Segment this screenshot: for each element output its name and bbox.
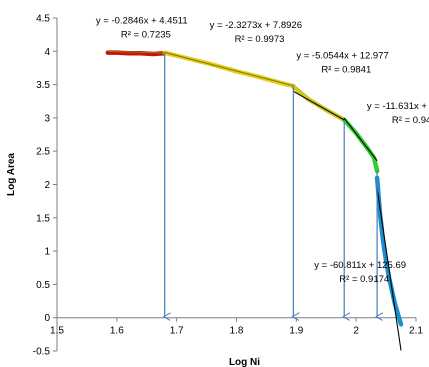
r-squared-label: R² = 0.9428	[392, 115, 429, 126]
x-tick-label: 1.9	[289, 326, 303, 337]
x-tick-label: 1.6	[110, 326, 124, 337]
label-layer: y = -0.2846x + 4.4511 R² = 0.7235 y = -2.3…	[96, 15, 429, 284]
equation-label: y = -0.2846x + 4.4511	[96, 15, 188, 26]
x-tick-label: 2.1	[409, 326, 423, 337]
data-point	[384, 259, 388, 263]
arrow-layer	[165, 53, 377, 316]
y-tick-label: 0.5	[36, 280, 50, 291]
y-tick-label: 1	[44, 247, 50, 258]
trendline	[376, 188, 402, 351]
data-point	[399, 322, 403, 327]
data-point	[396, 312, 400, 317]
r-squared-label: R² = 0.7235	[121, 29, 171, 40]
y-tick-label: -0.5	[33, 347, 51, 358]
x-axis-title: Log Ni	[229, 357, 260, 367]
data-layer	[105, 50, 404, 351]
y-tick-label: 3	[44, 113, 50, 124]
trendline	[343, 117, 378, 162]
data-point	[381, 239, 385, 243]
x-tick-label: 1.8	[230, 326, 244, 337]
r-squared-label: R² = 0.9973	[235, 34, 285, 45]
data-series-band	[291, 84, 347, 123]
y-tick-label: 3.5	[36, 80, 50, 91]
y-axis-title: Log Area	[6, 153, 17, 196]
y-tick-label: 2.5	[36, 147, 50, 158]
y-tick-label: 2	[44, 180, 50, 191]
r-squared-label: R² = 0.9841	[321, 65, 371, 76]
y-tick-label: 0	[44, 313, 50, 324]
x-tick-label: 1.7	[170, 326, 184, 337]
y-tick-label: 4	[44, 47, 50, 58]
y-tick-label: 1.5	[36, 213, 50, 224]
data-series-band	[341, 117, 380, 174]
trendline	[293, 90, 345, 121]
equation-label: y = -60.811x + 125.69	[314, 260, 406, 271]
axes: -0.5 0 0.5 1 1.5 2 2.5 3 3.5 4 4.5 1.5 1.6 1.7 1.8 1.9 2…	[6, 14, 423, 367]
trendline	[164, 51, 294, 87]
equation-label: y = -5.0544x + 12.977	[296, 51, 388, 62]
data-series-band	[374, 175, 404, 327]
r-squared-label: R² = 0.9174	[339, 274, 389, 285]
x-tick-label: 1.5	[50, 326, 64, 337]
trendline	[107, 50, 165, 54]
y-tick-label: 4.5	[36, 14, 50, 25]
equation-label: y = -11.631x + 26.025	[367, 101, 429, 112]
equation-label: y = -2.3273x + 7.8926	[210, 20, 302, 31]
x-tick-label: 2	[353, 326, 359, 337]
